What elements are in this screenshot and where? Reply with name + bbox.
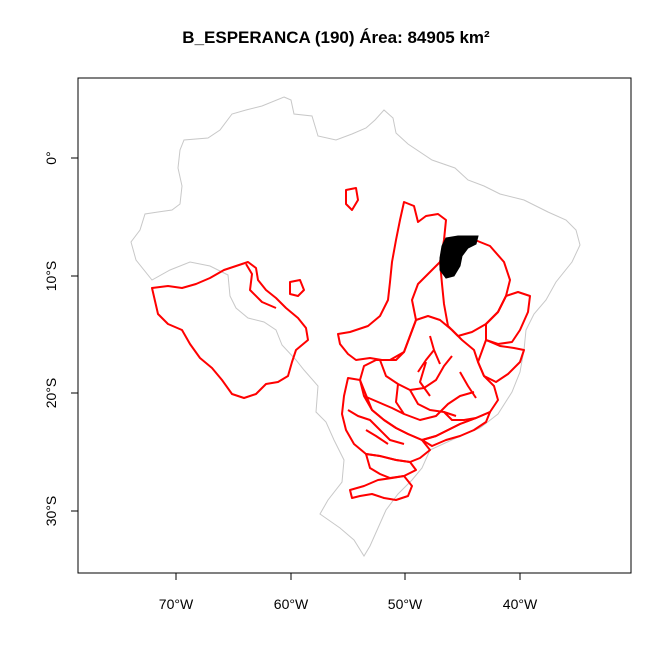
basin-coast-1 <box>421 411 491 447</box>
basin-west <box>151 261 309 399</box>
y-tick-label: 0° <box>43 151 59 164</box>
x-tick-label: 40°W <box>503 596 538 612</box>
basin-south-1 <box>365 453 417 479</box>
basin-outlines <box>151 187 531 501</box>
country-outline <box>130 96 581 557</box>
x-axis <box>175 572 521 580</box>
y-tick-label: 10°S <box>43 261 59 292</box>
basin-sao-francisco <box>359 315 499 441</box>
y-tick-label: 30°S <box>43 496 59 527</box>
y-axis <box>71 157 79 512</box>
basin-south-2 <box>349 475 413 501</box>
map-title: B_ESPERANCA (190) Área: 84905 km² <box>182 28 490 47</box>
x-tick-label: 70°W <box>159 596 194 612</box>
basin-east-2 <box>485 291 531 345</box>
basin-tocantins-north <box>345 187 359 211</box>
plot-frame <box>77 77 632 574</box>
basin-west-inlet <box>245 263 277 309</box>
highlight-basin <box>439 235 479 279</box>
x-tick-label: 60°W <box>274 596 309 612</box>
basin-parana <box>341 377 431 463</box>
y-tick-label: 20°S <box>43 378 59 409</box>
basin-subdivisions <box>347 335 477 445</box>
x-tick-label: 50°W <box>388 596 423 612</box>
basin-small-north <box>289 279 305 297</box>
